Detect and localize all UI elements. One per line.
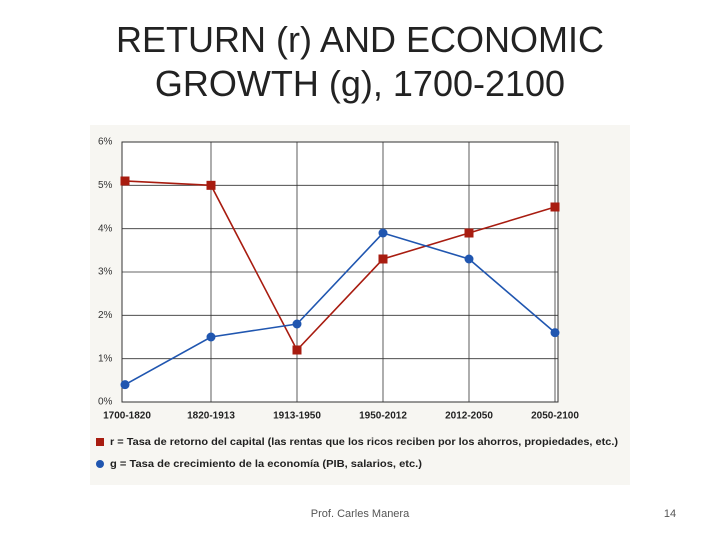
legend-label: g = Tasa de crecimiento de la economía (… [110,458,422,470]
marker [292,345,302,355]
marker [206,332,216,342]
legend-label: r = Tasa de retorno del capital (las ren… [110,436,618,448]
slide-title: RETURN (r) AND ECONOMIC GROWTH (g), 1700… [116,19,604,104]
y-tick-label: 4% [98,223,113,234]
y-tick-label: 2% [98,310,113,321]
y-tick-label: 0% [98,397,113,408]
x-tick-label: 1820-1913 [187,411,235,422]
marker [378,254,388,264]
marker [550,328,560,338]
y-tick-label: 3% [98,267,113,278]
marker [378,228,388,238]
y-tick-label: 1% [98,353,113,364]
marker [550,202,560,212]
footer: Prof. Carles Manera [310,508,410,520]
x-tick-label: 2012-2050 [445,411,493,422]
marker [464,254,474,264]
marker [206,180,216,190]
marker [120,380,130,390]
y-tick-label: 5% [98,180,113,191]
y-tick-label: 6% [98,137,113,148]
x-tick-label: 1913-1950 [273,411,321,422]
page-number: 14 [663,508,677,520]
x-tick-label: 2050-2100 [531,411,579,422]
marker [464,228,474,238]
marker [120,176,130,186]
x-tick-label: 1700-1820 [103,411,151,422]
x-tick-label: 1950-2012 [359,411,407,422]
series-line [124,232,556,386]
series-line [124,180,556,352]
legend-marker [96,438,104,446]
marker [292,319,302,329]
legend-marker [96,460,104,468]
